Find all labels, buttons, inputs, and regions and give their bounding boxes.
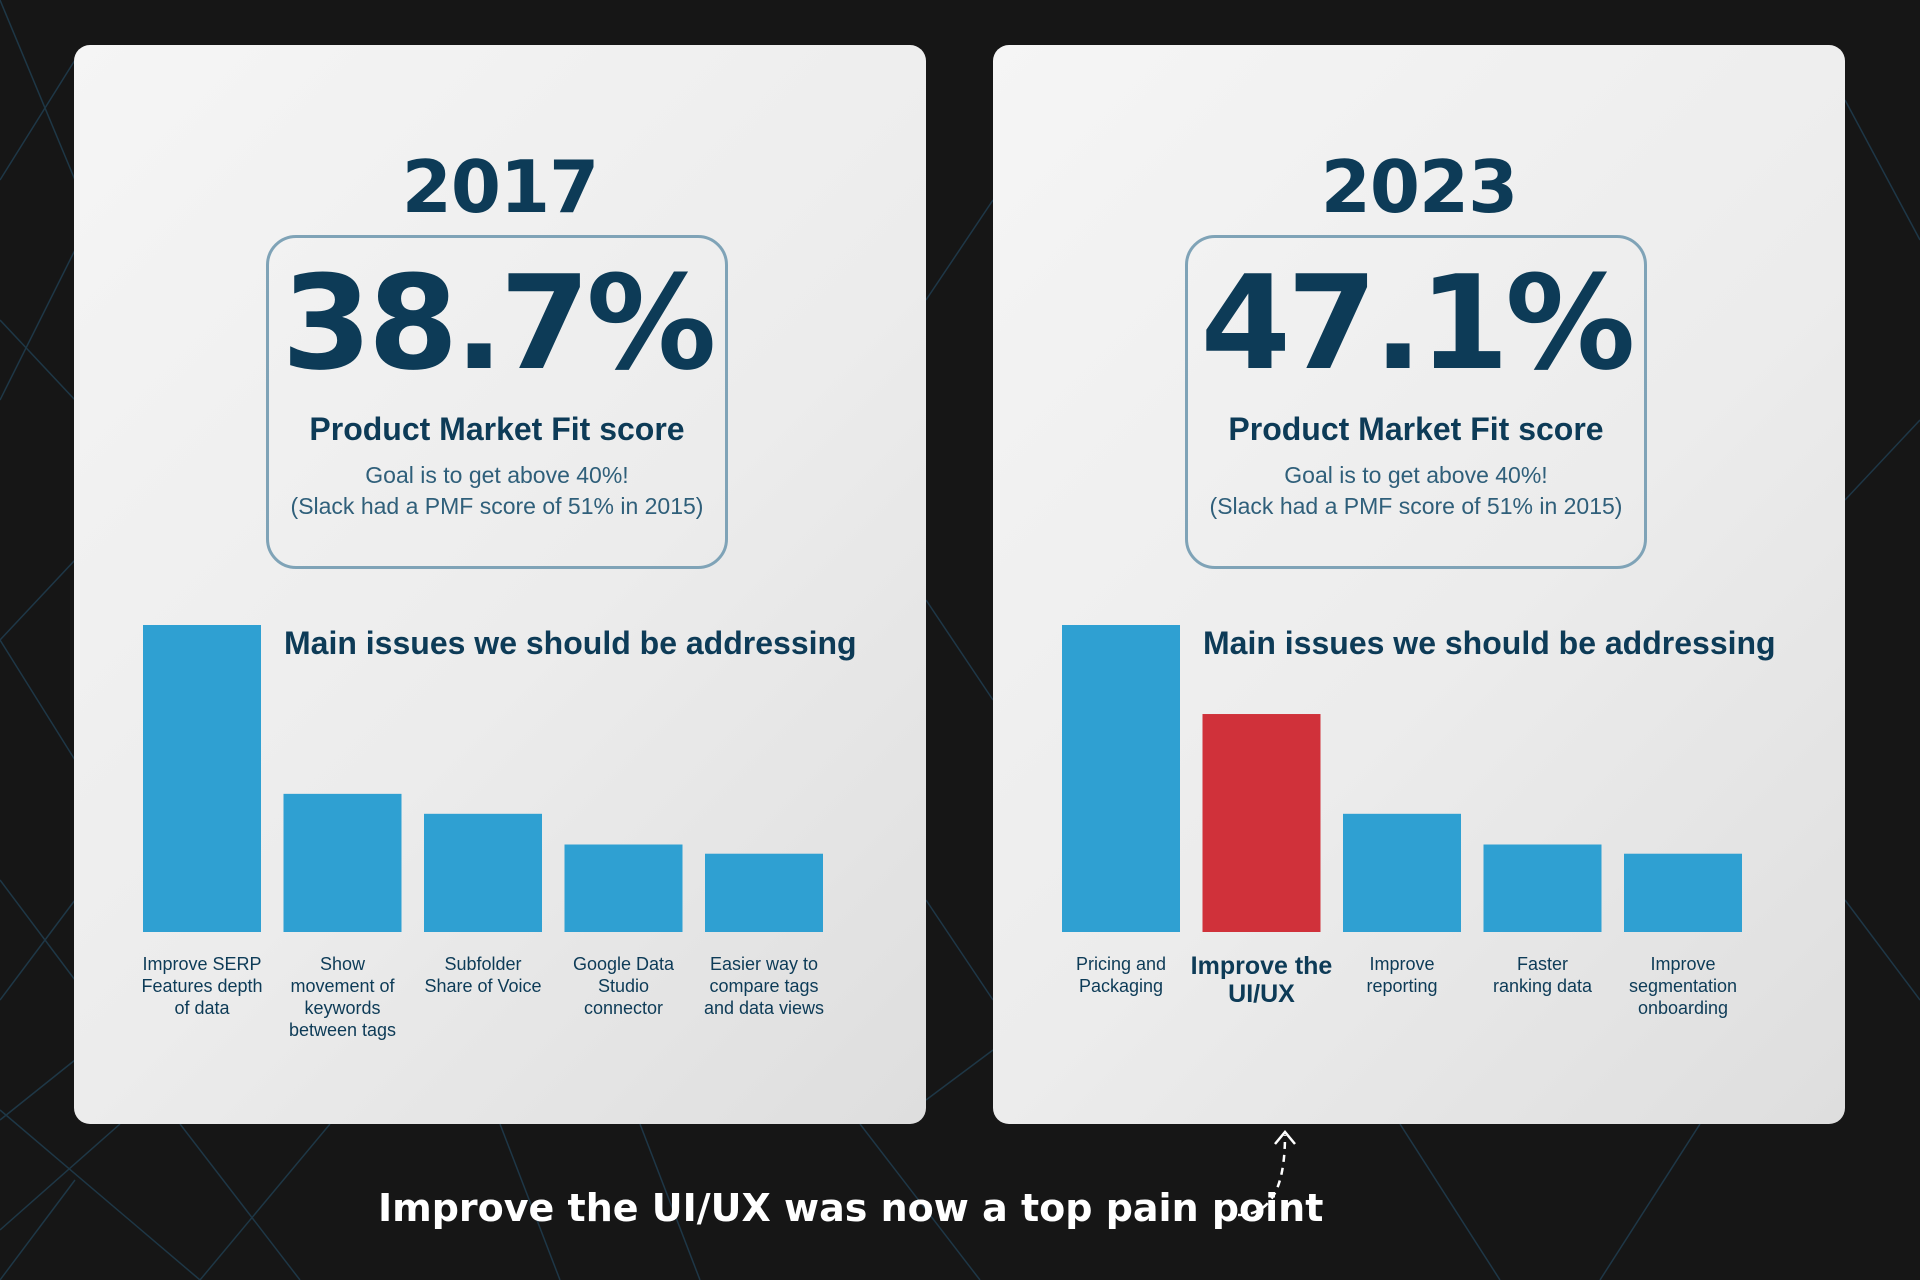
bar-1	[143, 625, 261, 932]
pmf-score-value: 38.7%	[281, 247, 716, 399]
bar-label-line: between tags	[289, 1020, 396, 1040]
bar-label-2: Show movement of keywords between tags	[289, 954, 396, 1040]
dashed-arrow-icon	[1237, 1130, 1296, 1217]
bar-label-line: Improve the	[1191, 952, 1333, 980]
bar-label-line: ranking data	[1493, 976, 1593, 996]
bar-label-line: Faster	[1517, 954, 1568, 974]
pmf-goal-line-2: (Slack had a PMF score of 51% in 2015)	[1209, 493, 1623, 519]
bar-label-line: reporting	[1366, 976, 1437, 996]
bar-label-line: Subfolder	[444, 954, 521, 974]
bar-5	[1624, 853, 1742, 932]
pmf-goal-text: Goal is to get above 40%! (Slack had a P…	[269, 460, 725, 522]
pmf-score-label: Product Market Fit score	[1228, 411, 1604, 447]
bar-label-line: Improve	[1650, 954, 1715, 974]
bar-3	[424, 813, 542, 932]
bar-1	[1062, 625, 1180, 932]
pmf-goal-text: Goal is to get above 40%! (Slack had a P…	[1188, 460, 1644, 522]
pmf-goal-line-1: Goal is to get above 40%!	[365, 462, 629, 488]
bar-label-line: movement of	[290, 976, 395, 996]
pmf-score-value: 47.1%	[1200, 247, 1635, 399]
bar-label-line: Show	[320, 954, 366, 974]
pmf-score-box: 47.1% Product Market Fit score Goal is t…	[1185, 235, 1647, 569]
bar-label-line: and data views	[704, 998, 824, 1018]
bar-label-line: onboarding	[1638, 998, 1728, 1018]
pmf-goal-line-1: Goal is to get above 40%!	[1284, 462, 1548, 488]
bar-label-line: Easier way to	[710, 954, 818, 974]
bar-label-1: Improve SERP Features depth of data	[141, 954, 262, 1018]
panel-2023: 2023 47.1% Product Market Fit score Goal…	[993, 45, 1845, 1124]
bar-label-3: Subfolder Share of Voice	[424, 954, 541, 996]
bar-label-line: Studio	[598, 976, 649, 996]
bar-label-line: segmentation	[1629, 976, 1737, 996]
issues-chart-title: Main issues we should be addressing	[284, 625, 857, 661]
panel-year: 2023	[1320, 145, 1518, 229]
panel-year: 2017	[401, 145, 599, 229]
bar-3	[1343, 813, 1461, 932]
pmf-goal-line-2: (Slack had a PMF score of 51% in 2015)	[290, 493, 704, 519]
bar-label-line: Packaging	[1079, 976, 1163, 996]
bar-label-line: keywords	[304, 998, 380, 1018]
bar-5	[705, 853, 823, 932]
bar-label-line: compare tags	[709, 976, 818, 996]
bottom-caption: Improve the UI/UX was now a top pain poi…	[378, 1186, 1324, 1230]
bar-label-line: connector	[584, 998, 663, 1018]
bar-label-2: Improve the UI/UX	[1191, 952, 1333, 1008]
pmf-score-box: 38.7% Product Market Fit score Goal is t…	[266, 235, 728, 569]
bar-label-5: Easier way to compare tags and data views	[704, 954, 824, 1018]
bar-label-line: Share of Voice	[424, 976, 541, 996]
bar-label-line: Pricing and	[1076, 954, 1166, 974]
bar-label-5: Improve segmentation onboarding	[1629, 954, 1737, 1018]
panel-2017: 2017 38.7% Product Market Fit score Goal…	[74, 45, 926, 1124]
bar-label-3: Improve reporting	[1366, 954, 1437, 996]
bar-label-line: Google Data	[573, 954, 675, 974]
bar-4	[1483, 844, 1602, 932]
bar-label-4: Google Data Studio connector	[573, 954, 675, 1018]
bar-label-line: Features depth	[141, 976, 262, 996]
issues-chart-title: Main issues we should be addressing	[1203, 625, 1776, 661]
bar-label-line: Improve	[1369, 954, 1434, 974]
issues-bar-chart-2017: Improve SERP Features depth of data Show mov…	[141, 625, 824, 1040]
pmf-score-label: Product Market Fit score	[309, 411, 685, 447]
bar-2	[283, 793, 402, 932]
bar-2	[1202, 714, 1321, 932]
bar-label-line: of data	[174, 998, 230, 1018]
bar-label-line: UI/UX	[1228, 980, 1295, 1008]
bar-label-line: Improve SERP	[142, 954, 261, 974]
bar-label-4: Faster ranking data	[1493, 954, 1593, 996]
bar-4	[564, 844, 683, 932]
bar-label-1: Pricing and Packaging	[1076, 954, 1166, 996]
